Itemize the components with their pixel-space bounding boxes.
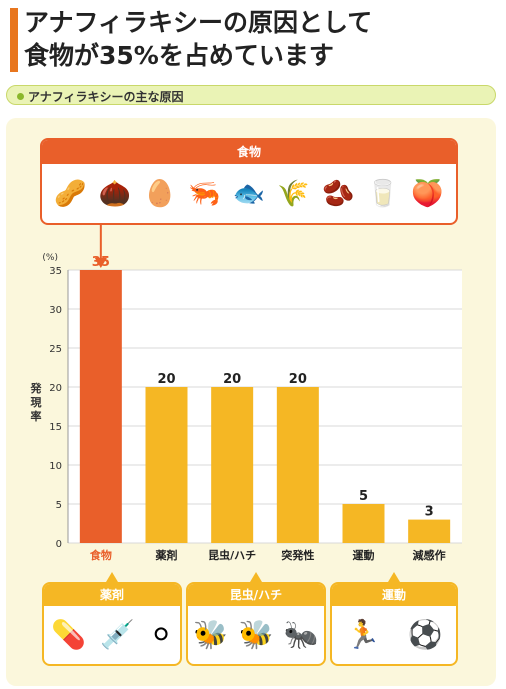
- food-box: 食物 🥜 🌰 🥚 🦐 🐟 🌾 🫘 🥛 🍑: [40, 138, 458, 225]
- subtitle: アナフィラキシーの主な原因: [17, 88, 184, 105]
- cause-box-label: 運動: [332, 584, 456, 606]
- y-tick-label: 30: [49, 305, 62, 316]
- data-label: 20: [289, 372, 307, 387]
- data-label: 20: [223, 372, 241, 387]
- cause-icons: 🏃 ⚽: [332, 606, 456, 662]
- runner-icon: 🏃: [345, 617, 381, 651]
- peanut-icon: 🥜: [54, 178, 87, 209]
- peach-icon: 🍑: [411, 178, 444, 209]
- cause-pointer: [388, 572, 400, 582]
- y-tick-label: 15: [49, 422, 62, 433]
- capsule-icon: 💊: [51, 617, 86, 651]
- soccer-ball-icon: ⚽: [407, 617, 443, 651]
- title-line-1: アナフィラキシーの原因として: [24, 8, 373, 37]
- cause-box-label: 昆虫/ハチ: [188, 584, 324, 606]
- shrimp-icon: 🦐: [188, 178, 221, 209]
- title-line-2: 食物が35%を占めています: [24, 41, 334, 70]
- bar: [79, 270, 122, 543]
- cause-box-exercise: 運動 🏃 ⚽: [330, 582, 458, 666]
- page-title: アナフィラキシーの原因として 食物が35%を占めています: [24, 6, 372, 72]
- bar: [408, 519, 451, 543]
- data-label: 3: [425, 505, 434, 520]
- egg-icon: 🥚: [143, 178, 176, 209]
- y-axis-label: 率: [31, 409, 42, 423]
- subtitle-bar: アナフィラキシーの主な原因: [6, 85, 496, 105]
- soybean-icon: 🫘: [322, 178, 355, 209]
- cause-box-drugs: 薬剤 💊 💉 ⚪: [42, 582, 182, 666]
- wheat-icon: 🌾: [277, 178, 310, 209]
- data-label: 5: [359, 489, 368, 504]
- cause-icons: 🐝 🐝 🐜: [188, 606, 324, 662]
- bar: [276, 387, 319, 543]
- y-axis-label: 現: [31, 396, 42, 409]
- title-accent-bar: [10, 8, 18, 72]
- x-tick-label: 突発性: [281, 548, 314, 562]
- food-box-label: 食物: [42, 140, 456, 164]
- x-tick-label: 減感作: [413, 548, 446, 562]
- y-tick-label: 10: [49, 461, 62, 472]
- cause-pointer: [250, 572, 262, 582]
- syringe-icon: 💉: [100, 617, 136, 651]
- fish-icon: 🐟: [232, 178, 266, 209]
- cause-icons: 💊 💉 ⚪: [44, 606, 180, 662]
- milk-icon: 🥛: [366, 178, 400, 209]
- food-icons: 🥜 🌰 🥚 🦐 🐟 🌾 🫘 🥛 🍑: [42, 164, 456, 223]
- y-unit-label: (%): [42, 253, 58, 263]
- bar: [145, 387, 188, 543]
- bar: [211, 387, 254, 543]
- x-tick-label: 運動: [353, 548, 375, 562]
- wasp-icon: 🐝: [238, 617, 274, 651]
- data-label: 20: [157, 372, 175, 387]
- y-axis-label: 発: [30, 381, 43, 395]
- y-tick-label: 25: [49, 344, 62, 355]
- ant-icon: 🐜: [283, 617, 319, 651]
- x-tick-label: 昆虫/ハチ: [208, 548, 256, 562]
- bar: [342, 504, 385, 543]
- tablet-icon: ⚪: [149, 617, 173, 651]
- x-tick-label: 食物: [90, 548, 112, 562]
- cause-box-label: 薬剤: [44, 584, 180, 606]
- plot-area: [68, 270, 462, 543]
- y-tick-label: 20: [49, 383, 62, 394]
- y-tick-label: 0: [56, 539, 62, 550]
- chestnut-icon: 🌰: [98, 178, 132, 209]
- cause-box-insects: 昆虫/ハチ 🐝 🐝 🐜: [186, 582, 326, 666]
- bee-icon: 🐝: [193, 617, 229, 651]
- y-tick-label: 5: [56, 500, 62, 511]
- y-tick-label: 35: [49, 266, 62, 277]
- x-tick-label: 薬剤: [156, 548, 178, 562]
- cause-pointer: [106, 572, 118, 582]
- food-pointer: [94, 258, 107, 268]
